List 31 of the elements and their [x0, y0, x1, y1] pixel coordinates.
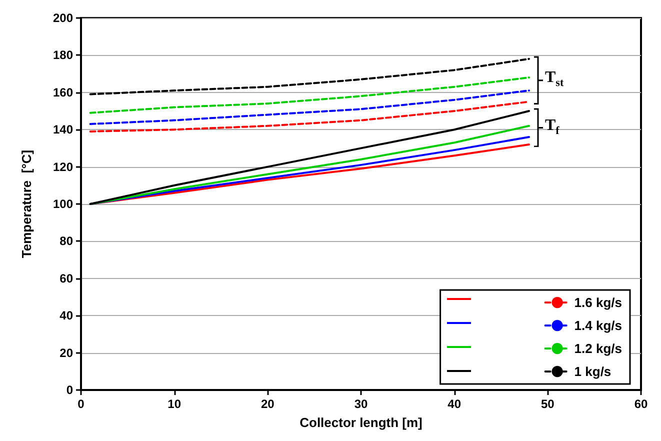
line-series [89, 110, 530, 205]
y-tick-label: 100 [52, 197, 74, 211]
y-tick-label: 120 [52, 160, 74, 174]
legend-label: 1.6 kg/s [574, 295, 622, 310]
y-tick-label: 140 [52, 122, 74, 137]
line-series [89, 100, 530, 132]
legend-label: 1 kg/s [574, 364, 612, 379]
x-tick-label: 0 [78, 397, 85, 411]
y-tick-label: 40 [60, 308, 74, 323]
line-series [89, 76, 530, 114]
line-series [89, 90, 530, 126]
x-axis-title: Collector length [m] [300, 415, 422, 430]
x-tick-label: 10 [168, 397, 182, 411]
legend-label: 1.4 kg/s [574, 318, 622, 333]
x-tick-label: 40 [448, 397, 462, 411]
x-tick-label: 30 [354, 397, 368, 411]
annotation: T$_{f}$ [545, 116, 560, 137]
annotation: T$_{st}$ [545, 69, 564, 90]
y-tick-label: 0 [66, 383, 74, 397]
y-tick-label: 180 [52, 48, 74, 62]
y-tick-label: 20 [60, 346, 74, 360]
x-tick-label: 20 [260, 397, 275, 411]
y-tick-label: 80 [60, 234, 74, 248]
x-tick-label: 60 [634, 397, 648, 411]
y-tick-label: 200 [52, 11, 74, 25]
legend-label: 1.2 kg/s [574, 341, 622, 356]
y-tick-label: 60 [60, 271, 74, 286]
line-series [89, 58, 530, 96]
x-tick-label: 50 [540, 397, 555, 411]
y-axis-title: Temperature [°C] [19, 150, 34, 258]
y-tick-label: 160 [52, 85, 74, 100]
